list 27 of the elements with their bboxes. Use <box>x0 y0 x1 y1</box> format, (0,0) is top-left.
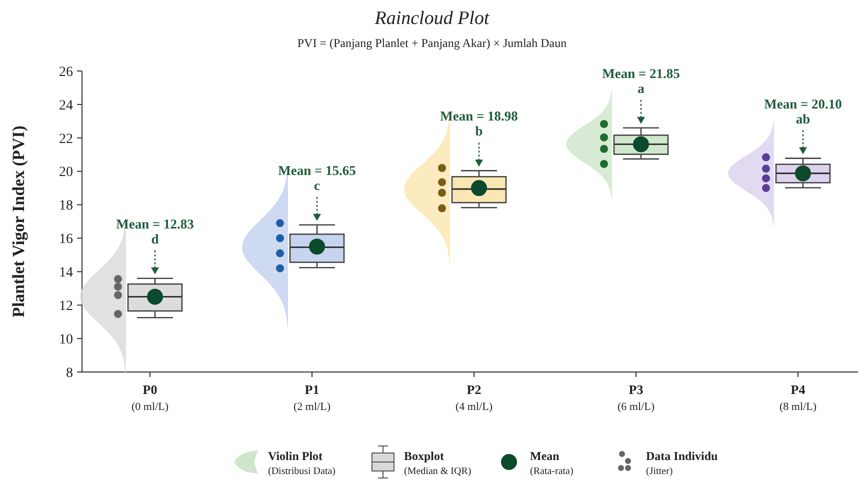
chart-title: Raincloud Plot <box>374 8 490 29</box>
y-tick-label: 16 <box>59 232 73 248</box>
y-tick-label: 26 <box>59 64 73 80</box>
legend-label: Mean (Rata-rata) <box>530 449 574 477</box>
y-tick-label: 8 <box>66 366 73 381</box>
annotation: Mean = 18.98 b <box>440 108 518 139</box>
legend-label: Data Individu (Jitter) <box>646 449 718 477</box>
chart-subtitle: PVI = (Panjang Planlet + Panjang Akar) × Jumlah Daun <box>297 36 567 50</box>
x-tick-label: P1 (2 ml/L) <box>294 382 331 413</box>
x-tick-label: P4 (8 ml/L) <box>780 382 817 413</box>
y-tick-label: 20 <box>59 165 73 180</box>
annotation: Mean = 15.65 c <box>278 162 356 193</box>
text: Violin Plot (Distribusi Data) <box>268 449 336 477</box>
x-tick-label: P3 (6 ml/L) <box>618 382 655 413</box>
y-tick-label: 12 <box>59 299 73 314</box>
annotation: Mean = 20.10 ab <box>764 96 842 126</box>
x-tick-label: P0 (0 ml/L) <box>132 382 169 413</box>
y-tick-label: 14 <box>59 266 73 281</box>
y-tick-label: 10 <box>59 332 73 348</box>
annotation: Mean = 21.85 a <box>602 66 680 96</box>
y-axis-title: Plantlet Vigor Index (PVI) <box>9 126 28 318</box>
y-tick-label: 24 <box>59 98 73 114</box>
y-tick-label: 18 <box>59 198 73 214</box>
x-tick-label: P2 (4 ml/L) <box>456 382 493 413</box>
legend-label: Boxplot (Median & IQR) <box>404 449 472 477</box>
annotation: Mean = 12.83 d <box>116 216 194 246</box>
y-tick-label: 22 <box>59 132 73 147</box>
